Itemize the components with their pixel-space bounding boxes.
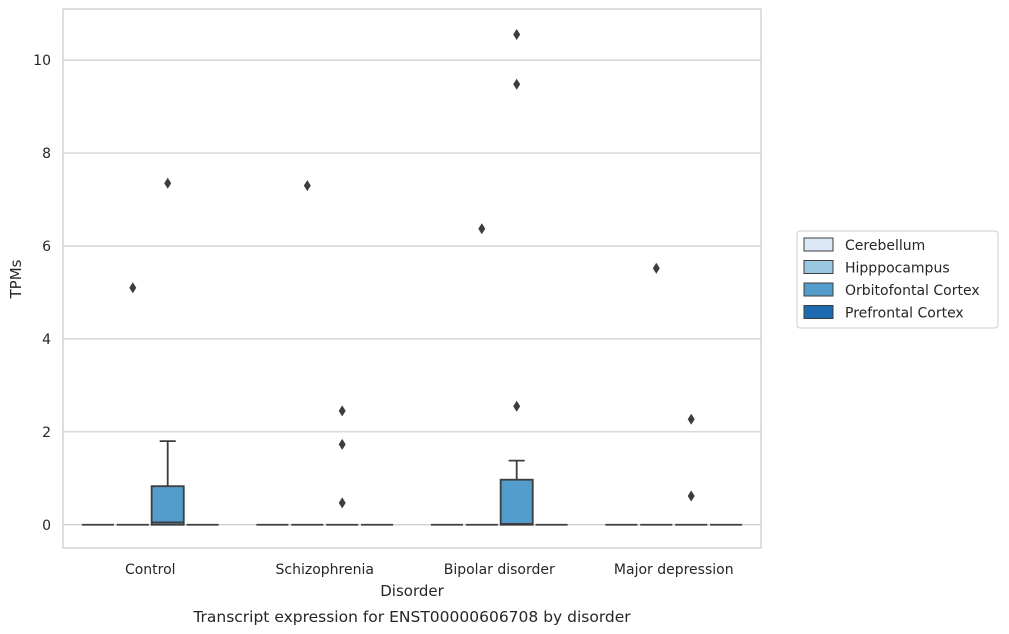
outlier-point	[513, 78, 521, 90]
y-tick-label: 8	[42, 146, 51, 162]
y-tick-label: 10	[33, 53, 51, 69]
outlier-point	[513, 400, 521, 412]
x-tick-label: Bipolar disorder	[444, 562, 555, 578]
outlier-point	[478, 223, 486, 235]
box-iqr	[150, 485, 185, 526]
box-group	[465, 223, 498, 526]
legend-label: Cerebellum	[845, 238, 925, 254]
legend-item: Hipppocampus	[803, 260, 950, 277]
outlier-point	[687, 413, 695, 425]
legend-swatch	[803, 282, 834, 297]
y-tick-label: 2	[42, 425, 51, 441]
box-group	[499, 29, 534, 526]
legend: Cerebellum Hipppocampus Orbitofontal Corte…	[796, 230, 999, 329]
outlier-point	[338, 497, 346, 509]
box-group	[116, 282, 149, 526]
box-group	[640, 262, 673, 526]
y-tick-label: 0	[42, 518, 51, 534]
y-tick-label: 6	[42, 239, 51, 255]
y-axis-label: TPMs	[7, 259, 25, 299]
y-tick-label: 4	[42, 332, 51, 348]
outlier-point	[338, 405, 346, 417]
legend-item: Cerebellum	[803, 237, 925, 254]
plot-frame	[62, 8, 762, 549]
legend-item: Prefrontal Cortex	[803, 305, 964, 322]
box-group	[150, 177, 185, 526]
outlier-point	[652, 262, 660, 274]
box-group	[675, 413, 708, 526]
box-group	[291, 180, 324, 526]
outlier-point	[338, 438, 346, 450]
legend-swatch	[803, 260, 834, 274]
x-tick-label: Control	[125, 562, 176, 578]
x-tick-labels: Control Schizophrenia Bipolar disorder Majo…	[125, 562, 734, 578]
x-tick-label: Major depression	[614, 562, 734, 578]
box-group	[326, 405, 359, 526]
x-axis-label: Disorder	[380, 582, 444, 600]
outlier-point	[513, 29, 521, 41]
outlier-point	[303, 180, 311, 192]
legend-label: Orbitofontal Cortex	[845, 283, 980, 299]
legend-swatch	[803, 305, 834, 319]
chart-caption: Transcript expression for ENST0000060670…	[192, 608, 631, 626]
legend-frame	[796, 230, 999, 329]
boxes	[81, 29, 743, 526]
y-tick-labels: 0 2 4 6 8 10	[33, 53, 51, 534]
outlier-point	[687, 490, 695, 502]
box-iqr	[499, 478, 534, 526]
legend-item: Orbitofontal Cortex	[803, 282, 980, 299]
x-tick-label: Schizophrenia	[276, 562, 374, 578]
legend-swatch	[803, 237, 834, 252]
legend-label: Prefrontal Cortex	[845, 306, 964, 322]
legend-label: Hipppocampus	[845, 261, 950, 277]
outlier-point	[164, 177, 172, 189]
outlier-point	[129, 282, 137, 294]
